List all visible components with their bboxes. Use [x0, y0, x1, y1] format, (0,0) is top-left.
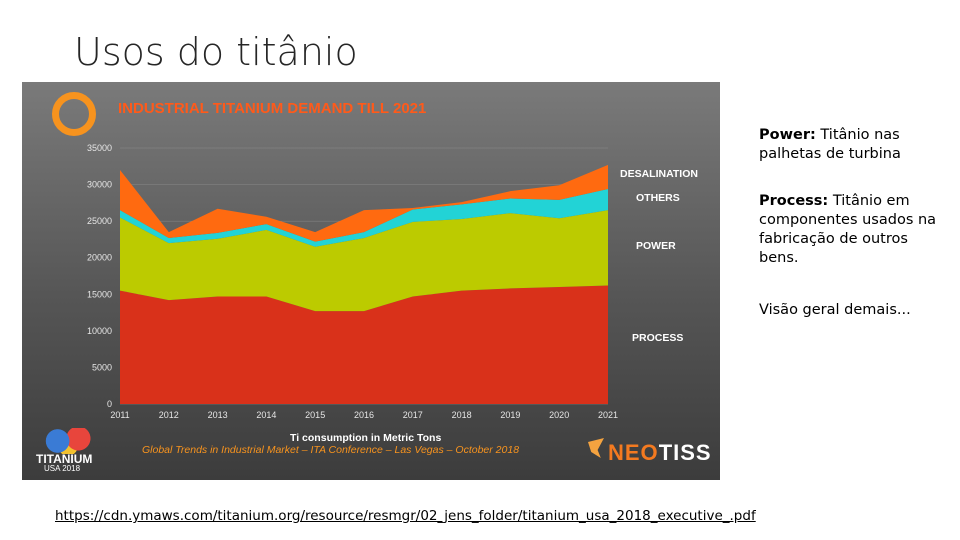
x-tick-label: 2015	[305, 410, 325, 420]
area-others	[120, 188, 608, 247]
chart-footer-note: Global Trends in Industrial Market – ITA…	[142, 444, 520, 456]
x-axis-label: Ti consumption in Metric Tons	[290, 432, 442, 444]
logo-right-prefix: NEO	[608, 440, 659, 465]
area-chart: 0 5000 10000 15000 20000 25000 30000 35000 2011 2…	[87, 143, 618, 420]
logo-right-suffix: TISS	[658, 440, 712, 465]
legend-process: PROCESS	[632, 332, 684, 344]
legend-others: OTHERS	[636, 192, 680, 204]
area-process	[120, 285, 608, 404]
x-tick-label: 2019	[500, 410, 520, 420]
x-tick-label: 2018	[452, 410, 472, 420]
note-overview: Visão geral demais...	[759, 302, 911, 318]
logo-graphic-icon	[42, 428, 94, 454]
legend-desalination: DESALINATION	[620, 168, 698, 180]
area-power	[120, 210, 608, 312]
y-tick-label: 10000	[87, 326, 112, 336]
slide-title: Usos do titânio	[74, 30, 358, 74]
titanium-usa-logo: TITANIUM USA 2018	[36, 428, 104, 474]
y-tick-label: 5000	[92, 362, 112, 372]
x-tick-label: 2014	[256, 410, 276, 420]
logo-left-line1: TITANIUM	[36, 452, 93, 466]
y-tick-label: 25000	[87, 216, 112, 226]
y-tick-label: 35000	[87, 143, 112, 153]
note-power: Power: Titânio nas palhetas de turbina	[759, 127, 901, 162]
x-tick-label: 2011	[110, 410, 129, 420]
x-tick-label: 2016	[354, 410, 374, 420]
y-tick-label: 0	[107, 399, 112, 409]
area-desalination	[120, 164, 608, 242]
y-tick-label: 15000	[87, 289, 112, 299]
legend-power: POWER	[636, 240, 676, 252]
x-tick-label: 2012	[159, 410, 179, 420]
x-tick-label: 2020	[549, 410, 569, 420]
ring-icon	[52, 92, 96, 136]
logo-left-line2: USA 2018	[44, 464, 81, 473]
chart-image: 0 5000 10000 15000 20000 25000 30000 35000 2011 2…	[22, 82, 720, 480]
x-tick-label: 2017	[403, 410, 423, 420]
y-tick-label: 30000	[87, 180, 112, 190]
x-tick-label: 2013	[208, 410, 228, 420]
x-tick-label: 2021	[598, 410, 618, 420]
y-tick-label: 20000	[87, 253, 112, 263]
note-process: Process: Titânio em componentes usados n…	[759, 193, 937, 266]
neotiss-logo: NEOTISS	[588, 438, 712, 466]
chart-title: INDUSTRIAL TITANIUM DEMAND TILL 2021	[118, 100, 427, 117]
source-link[interactable]: https://cdn.ymaws.com/titanium.org/resou…	[55, 508, 756, 524]
